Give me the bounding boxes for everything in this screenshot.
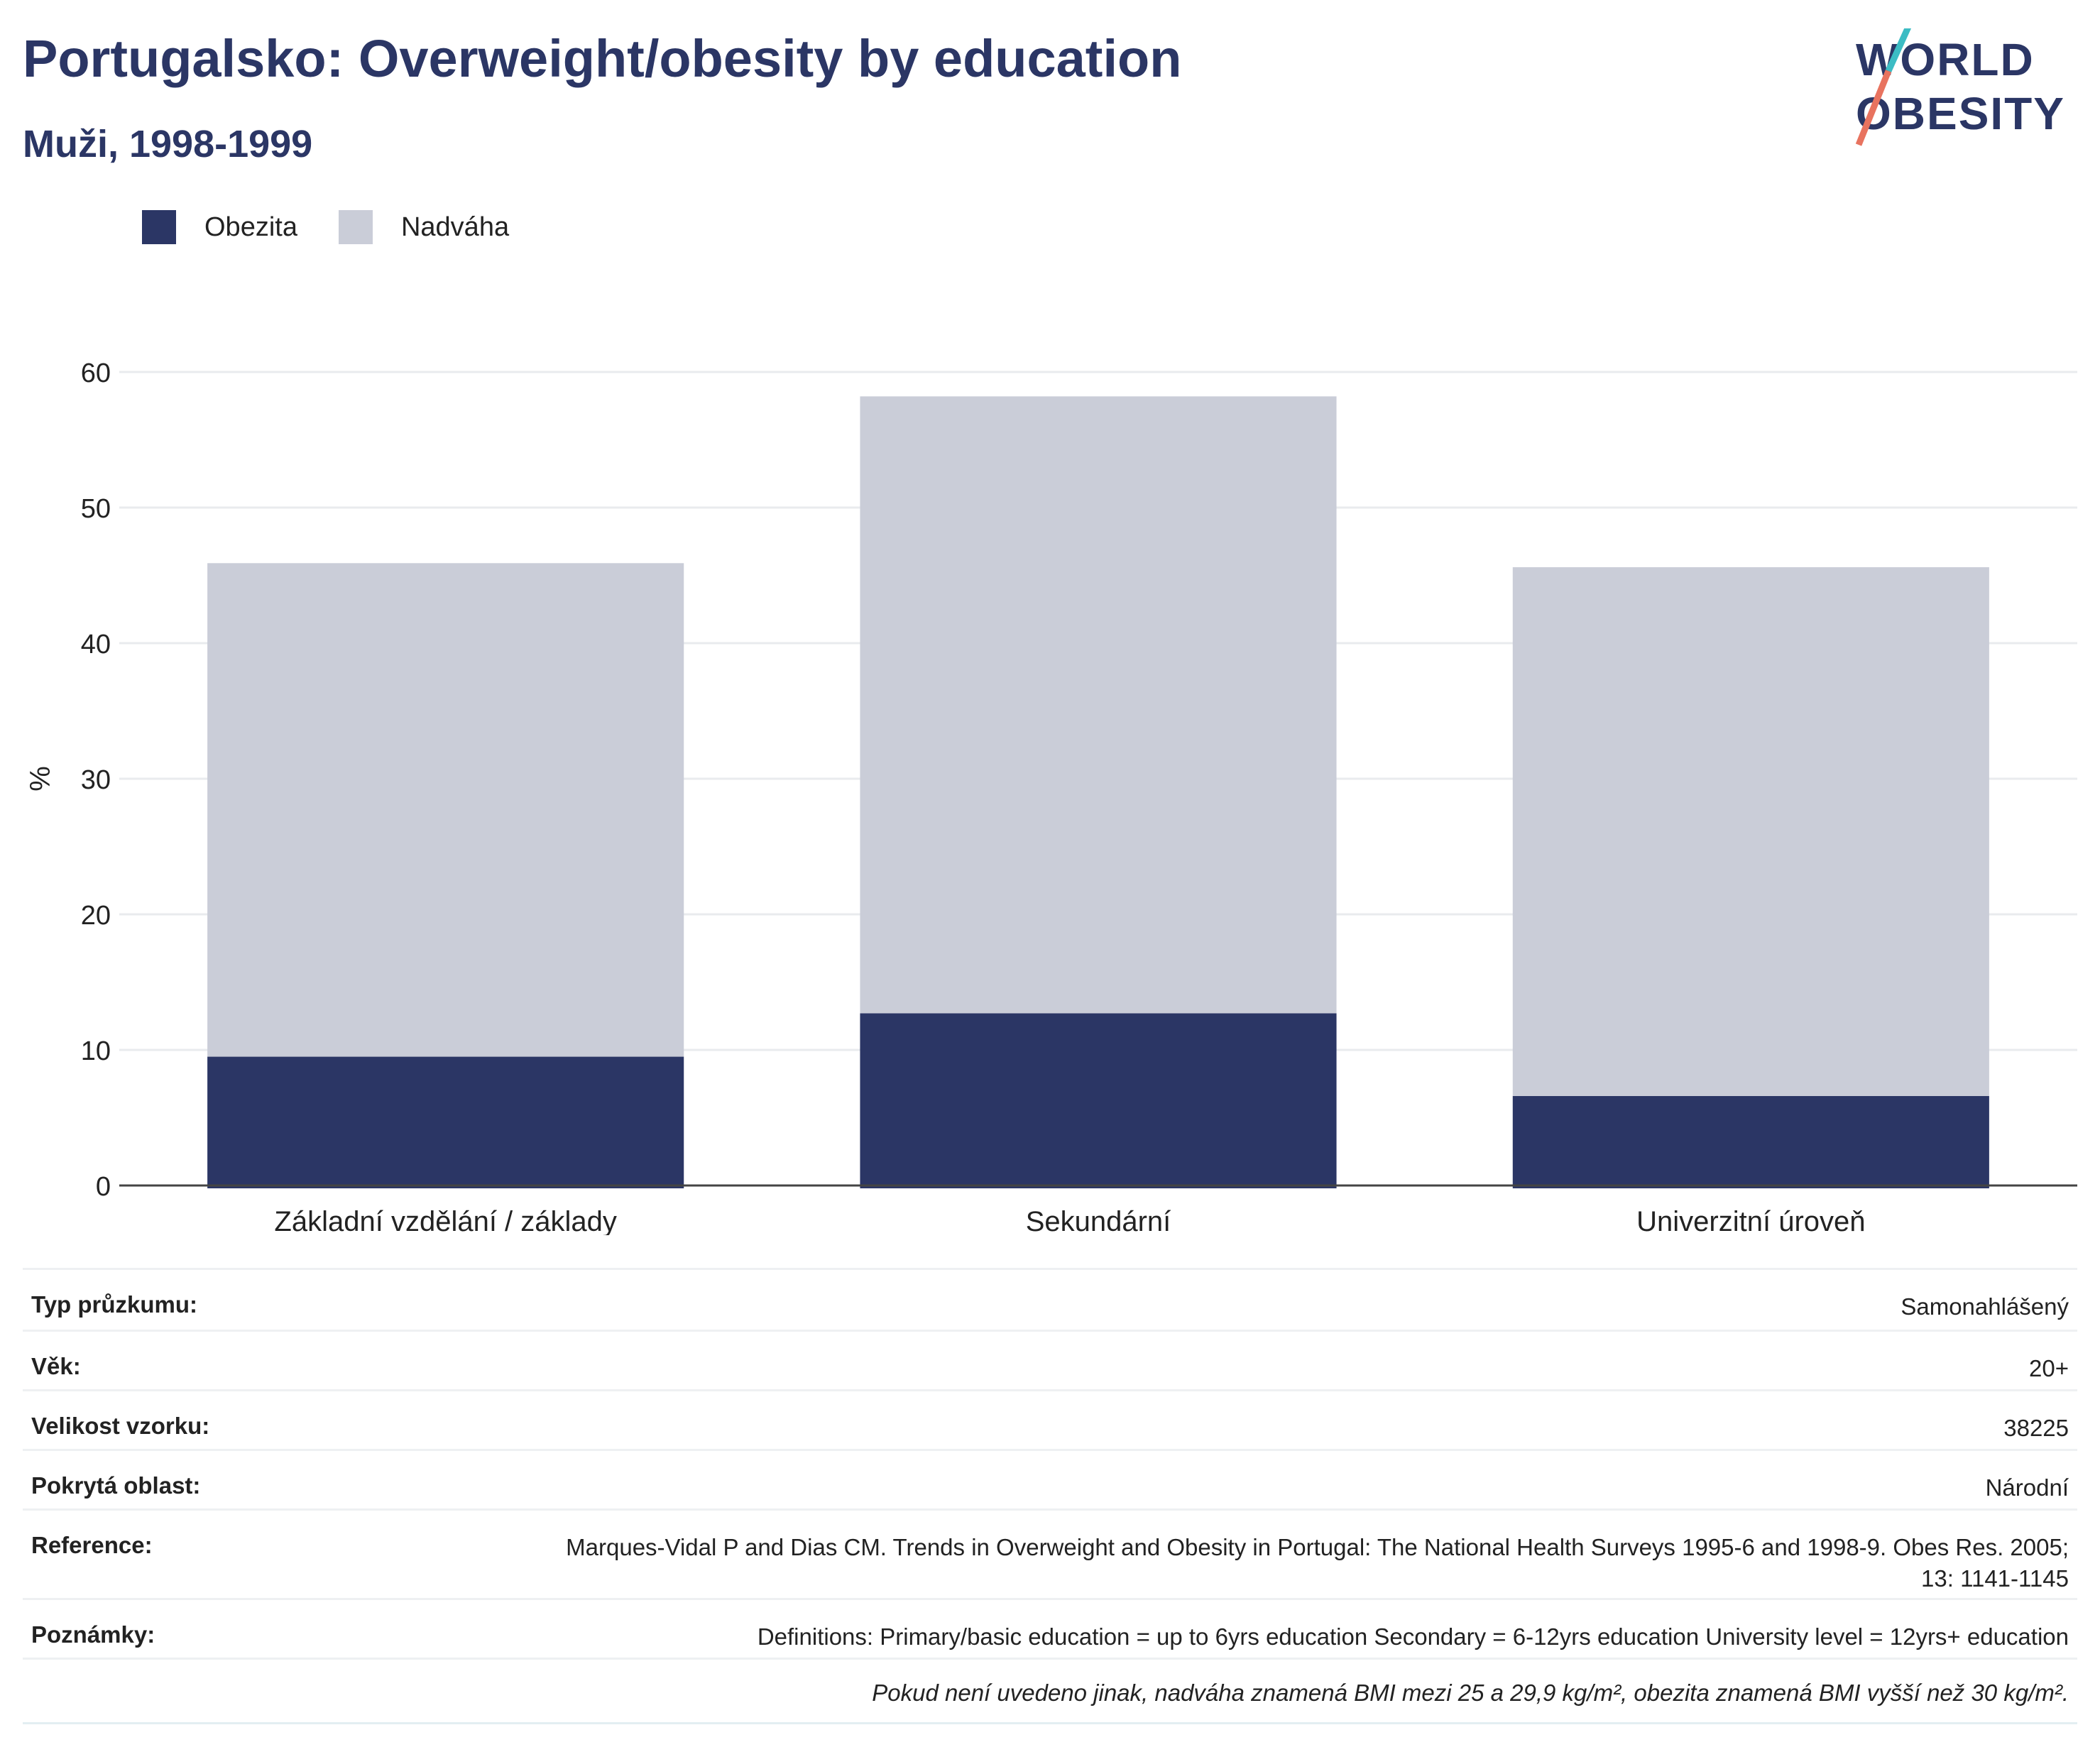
info-value: Definitions: Primary/basic education = u… <box>757 1623 2069 1650</box>
y-tick-label: 60 <box>81 358 111 388</box>
stacked-bar-chart: 0 10 20 30 40 50 60% Základní vzdělání / základ… <box>25 358 2077 1235</box>
bmi-footnote: Pokud není uvedeno jinak, nadváha znamen… <box>23 1658 2077 1724</box>
y-tick-label: 50 <box>81 494 111 524</box>
legend-item-obezita[interactable]: Obezita <box>142 210 297 244</box>
x-tick-label: Sekundární <box>1026 1206 1171 1235</box>
info-label: Věk: <box>31 1353 81 1379</box>
info-label: Reference: <box>31 1532 153 1558</box>
legend-swatch-nadvaha <box>338 210 373 244</box>
page-subtitle: Muži, 1998-1999 <box>23 123 313 165</box>
y-tick-label: 0 <box>96 1172 111 1202</box>
info-label: Poznámky: <box>31 1621 155 1648</box>
bar-nadvaha <box>1512 567 1989 1096</box>
info-value: Národní <box>1985 1474 2069 1501</box>
svg-text:OBESITY: OBESITY <box>1856 88 2065 139</box>
y-tick-label: 30 <box>81 765 111 795</box>
y-tick-label: 10 <box>81 1036 111 1066</box>
y-tick-label: 20 <box>81 901 111 931</box>
x-tick-label: Základní vzdělání / základy <box>274 1206 616 1235</box>
info-row-survey-type: Typ průzkumu: Samonahlášený <box>23 1268 2077 1330</box>
legend-swatch-obezita <box>142 210 176 244</box>
info-row-reference: Reference: Marques-Vidal P and Dias CM. … <box>23 1508 2077 1598</box>
bar-obezita <box>207 1056 684 1188</box>
survey-info-table: Typ průzkumu: Samonahlášený Věk: 20+ Vel… <box>23 1268 2077 1724</box>
info-value: Marques-Vidal P and Dias CM. Trends in O… <box>566 1534 2069 1592</box>
legend-item-nadvaha[interactable]: Nadváha <box>338 210 510 244</box>
y-tick-label: 40 <box>81 630 111 659</box>
info-value: 20+ <box>2029 1355 2069 1381</box>
info-label: Pokrytá oblast: <box>31 1472 201 1499</box>
bar-nadvaha <box>207 563 684 1057</box>
info-value: 38225 <box>2003 1415 2069 1441</box>
bar-obezita <box>860 1013 1337 1188</box>
bar-obezita <box>1512 1095 1989 1188</box>
y-axis-label: % <box>25 766 56 792</box>
bar-nadvaha <box>860 396 1337 1014</box>
legend-label-nadvaha: Nadváha <box>400 212 510 242</box>
page-title: Portugalsko: Overweight/obesity by educa… <box>23 29 1182 88</box>
info-value: Samonahlášený <box>1901 1293 2069 1320</box>
info-row-age: Věk: 20+ <box>23 1330 2077 1389</box>
info-row-sample-size: Velikost vzorku: 38225 <box>23 1389 2077 1449</box>
x-tick-label: Univerzitní úroveň <box>1636 1206 1865 1235</box>
chart-legend: Obezita Nadváha <box>142 210 550 244</box>
legend-label-obezita: Obezita <box>204 212 297 242</box>
world-obesity-logo: WORLD OBESITY <box>1855 28 2065 146</box>
info-label: Velikost vzorku: <box>31 1413 210 1439</box>
info-row-notes: Poznámky: Definitions: Primary/basic edu… <box>23 1598 2077 1658</box>
info-label: Typ průzkumu: <box>31 1291 198 1318</box>
info-row-area: Pokrytá oblast: Národní <box>23 1449 2077 1508</box>
